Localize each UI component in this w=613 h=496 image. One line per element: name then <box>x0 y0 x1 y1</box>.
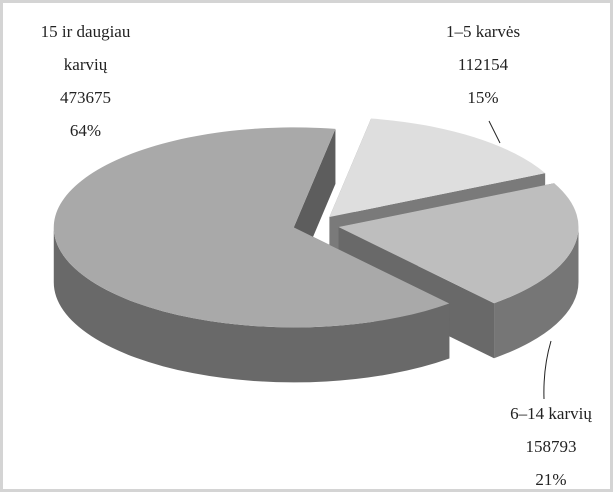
percent: 15% <box>467 88 499 107</box>
slice <box>338 183 579 304</box>
slice-side <box>494 227 579 359</box>
category: 15 ir daugiau karvių <box>40 22 131 74</box>
category: 6–14 karvių <box>510 404 592 423</box>
slice-label: 1–5 karvės 112154 15% <box>413 15 553 114</box>
chart <box>53 118 579 400</box>
count: 158793 <box>525 437 577 456</box>
leader-line <box>543 340 552 400</box>
percent: 21% <box>535 470 567 489</box>
count: 112154 <box>457 55 509 74</box>
slice <box>53 127 450 328</box>
slice-label: 15 ir daugiau karvių 473675 64% <box>23 15 148 147</box>
leader-line <box>488 120 501 144</box>
slice-side <box>53 227 450 383</box>
slice-label: 6–14 karvių 158793 21% <box>481 397 613 496</box>
category: 1–5 karvės <box>445 22 521 41</box>
percent: 64% <box>69 121 102 140</box>
count: 473675 <box>60 88 111 107</box>
slice <box>329 118 546 218</box>
